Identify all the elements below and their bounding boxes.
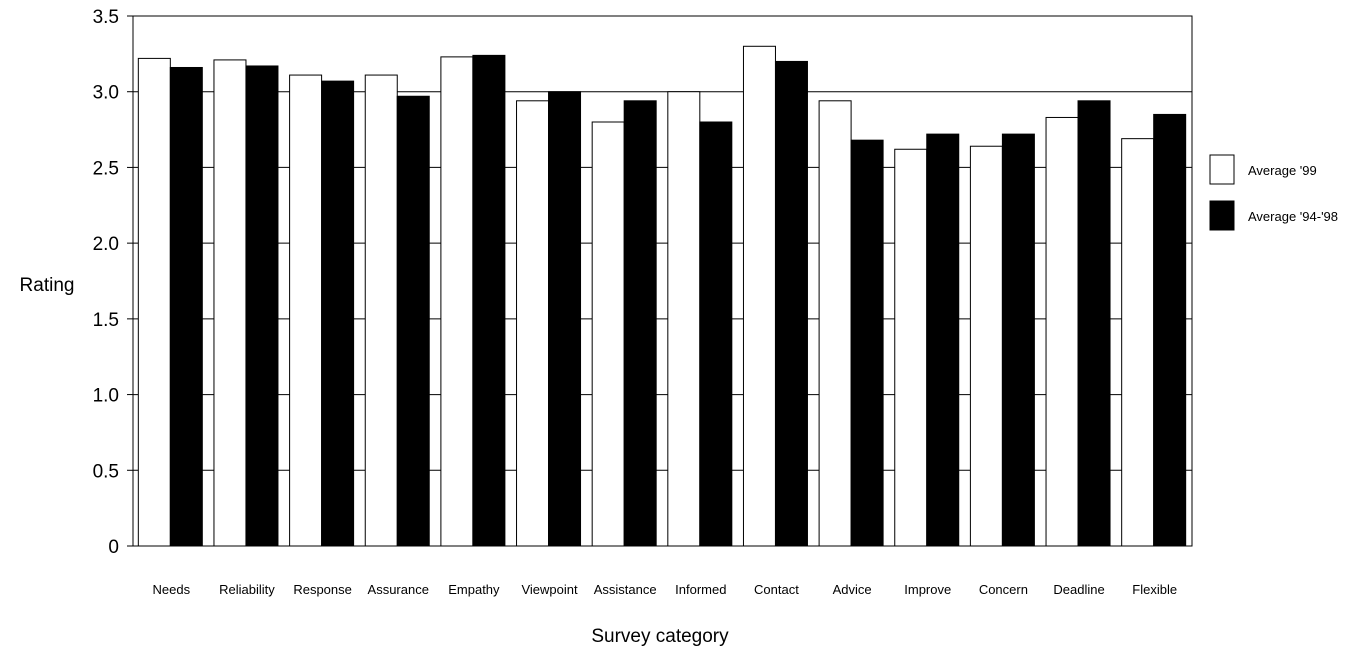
- bar-average-99-needs: [137, 57, 171, 547]
- bar-average-99-informed: [667, 91, 701, 547]
- bar-average-94-98-reliability: [245, 65, 279, 547]
- x-category-label: Assurance: [368, 582, 429, 597]
- x-category-label: Response: [293, 582, 352, 597]
- bar-average-94-98-improve: [926, 133, 960, 547]
- x-category-label: Contact: [754, 582, 799, 597]
- legend-label-average-94-98: Average '94-'98: [1248, 209, 1338, 224]
- x-category-label: Empathy: [448, 582, 500, 597]
- bar-average-99-flexible: [1121, 138, 1155, 547]
- y-tick-label: 2.0: [93, 234, 119, 255]
- bar-average-99-empathy: [440, 56, 474, 547]
- bar-average-94-98-advice: [850, 139, 884, 547]
- y-tick-label: 3.0: [93, 83, 119, 104]
- bar-average-94-98-assistance: [623, 100, 657, 547]
- bar-average-99-improve: [894, 148, 928, 547]
- y-tick-label: 0.5: [93, 461, 119, 482]
- x-category-label: Improve: [904, 582, 951, 597]
- bar-average-99-viewpoint: [516, 100, 550, 547]
- legend: Average '99 Average '94-'98: [1209, 154, 1338, 231]
- x-category-label: Deadline: [1053, 582, 1104, 597]
- bar-average-94-98-informed: [699, 121, 733, 547]
- bar-average-94-98-empathy: [472, 54, 506, 547]
- bar-average-94-98-viewpoint: [548, 91, 582, 547]
- bar-average-94-98-concern: [1001, 133, 1035, 547]
- legend-swatch-average-99: [1209, 154, 1235, 185]
- y-tick-labels: 0 0.5 1.0 1.5 2.0 2.5 3.0 3.5: [93, 7, 133, 558]
- bar-average-99-deadline: [1045, 116, 1079, 547]
- bar-average-94-98-deadline: [1077, 100, 1111, 547]
- x-category-label: Viewpoint: [521, 582, 578, 597]
- x-category-label: Advice: [833, 582, 872, 597]
- bars: [137, 45, 1187, 547]
- y-tick-label: 3.5: [93, 7, 119, 28]
- bar-average-94-98-flexible: [1153, 113, 1187, 547]
- x-category-label: Assistance: [594, 582, 657, 597]
- bar-average-99-assistance: [591, 121, 625, 547]
- bar-average-94-98-needs: [169, 66, 203, 547]
- x-category-label: Flexible: [1132, 582, 1177, 597]
- bar-average-94-98-assurance: [396, 95, 430, 547]
- bar-average-99-concern: [969, 145, 1003, 547]
- bar-average-94-98-contact: [774, 60, 808, 547]
- x-axis-title: Survey category: [591, 626, 729, 647]
- x-category-label: Informed: [675, 582, 726, 597]
- legend-label-average-99: Average '99: [1248, 163, 1317, 178]
- bar-average-99-contact: [742, 45, 776, 547]
- y-tick-label: 2.5: [93, 158, 119, 179]
- x-category-labels: Needs Reliability Response Assurance Empathy…: [153, 582, 1178, 597]
- y-tick-label: 1.0: [93, 386, 119, 407]
- bar-average-99-reliability: [213, 59, 247, 547]
- x-category-label: Reliability: [219, 582, 275, 597]
- y-tick-label: 0: [108, 537, 119, 558]
- plot-area-frame: [132, 15, 1193, 547]
- y-axis-title: Rating: [20, 275, 75, 296]
- x-category-label: Concern: [979, 582, 1028, 597]
- legend-swatch-average-94-98: [1209, 200, 1235, 231]
- x-category-label: Needs: [153, 582, 191, 597]
- bar-average-99-assurance: [364, 74, 398, 547]
- bar-average-99-advice: [818, 100, 852, 547]
- bar-average-94-98-response: [321, 80, 355, 547]
- y-tick-label: 1.5: [93, 310, 119, 331]
- bar-average-99-response: [289, 74, 323, 547]
